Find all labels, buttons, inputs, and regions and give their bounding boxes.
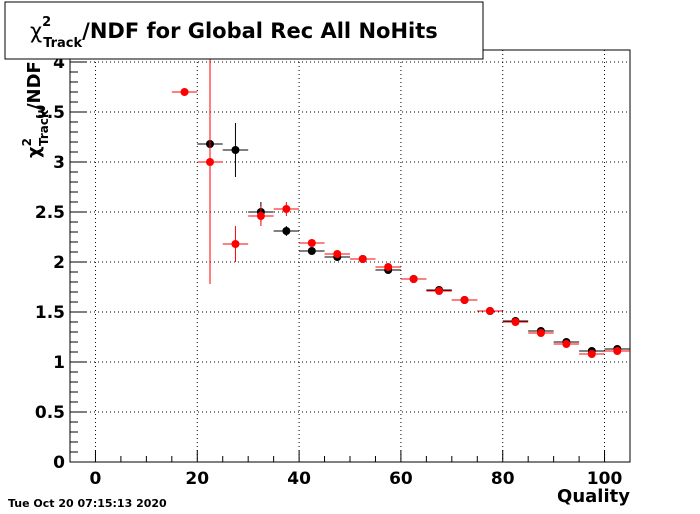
point <box>231 146 240 154</box>
point <box>409 275 418 283</box>
title-sup: 2 <box>42 15 51 30</box>
y-tick-label: 1.5 <box>35 303 65 323</box>
y-tick-label: 3 <box>53 153 65 173</box>
y-tick-label: 2 <box>53 253 65 273</box>
point <box>206 158 214 166</box>
point <box>613 347 622 355</box>
point <box>282 227 291 235</box>
title-sub: Track <box>43 36 82 51</box>
point <box>333 250 342 258</box>
point <box>358 255 367 263</box>
y-tick-label: 0.5 <box>35 403 65 423</box>
y-label-sub: Track <box>37 109 51 146</box>
x-tick-label: 40 <box>287 469 311 489</box>
y-tick-label: 0 <box>53 453 65 473</box>
title-text: /NDF for Global Rec All NoHits <box>82 19 438 43</box>
point <box>307 247 316 255</box>
x-axis-label: Quality <box>557 486 630 507</box>
point <box>231 240 240 248</box>
y-tick-label: 3.5 <box>35 103 65 123</box>
point <box>486 307 494 315</box>
x-tick-label: 20 <box>185 469 209 489</box>
point <box>536 329 545 337</box>
point <box>511 318 520 326</box>
point <box>460 296 469 304</box>
x-tick-label: 0 <box>90 469 102 489</box>
point <box>587 350 596 358</box>
point <box>435 287 444 295</box>
y-label-sup: 2 <box>20 138 34 146</box>
point <box>256 212 265 220</box>
x-tick-label: 60 <box>389 469 413 489</box>
y-axis-label: χ2 Track/NDF <box>20 61 51 158</box>
x-tick-label: 80 <box>491 469 515 489</box>
point <box>562 340 571 348</box>
x-tick-label: 100 <box>587 469 623 489</box>
title-symbol: χ <box>30 19 42 43</box>
y-tick-label: 2.5 <box>35 203 65 223</box>
point <box>307 239 316 247</box>
chart-title: χ2 Track/NDF for Global Rec All NoHits <box>30 15 438 51</box>
point <box>384 263 393 271</box>
timestamp: Tue Oct 20 07:15:13 2020 <box>8 497 167 510</box>
title-box <box>4 1 484 60</box>
point <box>282 205 291 213</box>
point <box>180 88 189 96</box>
y-label-symbol: χ <box>24 146 45 158</box>
y-tick-label: 1 <box>53 353 65 373</box>
y-label-text: /NDF <box>24 61 45 110</box>
